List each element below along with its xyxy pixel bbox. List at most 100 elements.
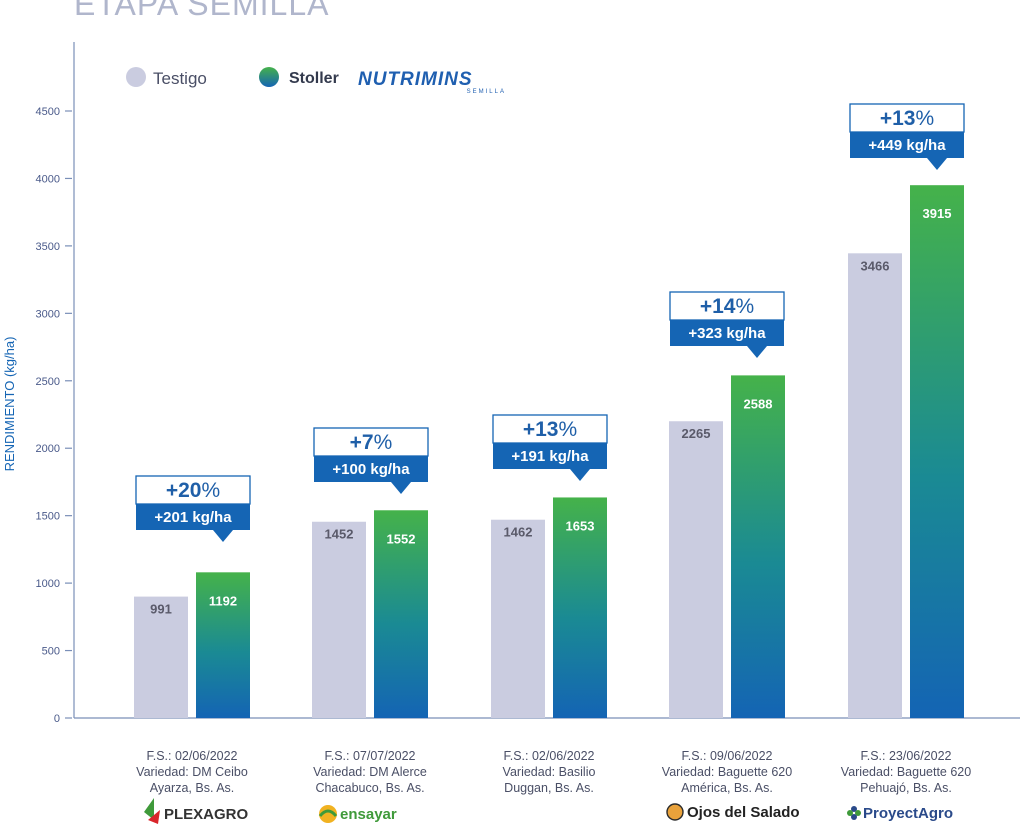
y-axis-title: RENDIMIENTO (kg/ha) [2,337,17,472]
bar-testigo [491,519,545,718]
annotation-callout: +7% +100 kg/ha [313,427,429,494]
annotation-percent-value: +13 [880,107,916,130]
page-title: ETAPA SEMILLA [74,0,330,22]
annotation-kg: +201 kg/ha [154,509,232,526]
bar-testigo [312,521,366,718]
proyectagro-flower-icon [851,814,857,820]
category-label-line: Duggan, Bs. As. [504,781,594,795]
annotation-pointer [570,469,590,481]
annotation-percent: +13% [523,418,577,441]
annotation-kg: +449 kg/ha [868,137,946,154]
category-logo: Ojos del Salado [666,803,800,821]
y-tick-label: 4000 [36,173,60,185]
bar-treated-value: 1552 [387,531,416,546]
bar-testigo-value: 1452 [325,527,354,542]
legend-treated-logo: NUTRIMINS [358,69,473,90]
y-tick-label: 2000 [36,443,60,455]
bar-testigo [669,421,723,718]
y-tick-label: 1000 [36,578,60,590]
category-label-line: F.S.: 09/06/2022 [681,749,772,763]
plexagro-leaf-red-icon [148,810,160,824]
annotation-top-box [669,291,785,321]
bar-treated-value: 1653 [566,518,595,533]
bar-treated [374,510,428,718]
category-label-line: F.S.: 02/06/2022 [503,749,594,763]
bar-treated-value: 3915 [923,206,952,221]
y-tick-label: 3500 [36,241,60,253]
y-tick-label: 500 [42,646,60,658]
annotation-kg: +323 kg/ha [688,325,766,342]
annotation-callout: +14% +323 kg/ha [669,291,785,358]
bar-treated [731,375,785,718]
category-label-line: Variedad: Basilio [503,765,596,779]
annotation-bottom-box [670,320,784,346]
annotation-percent-sign: % [201,479,220,502]
annotation-callout: +20% +201 kg/ha [135,475,251,542]
y-tick-label: 4500 [36,106,60,118]
bar-treated-value: 2588 [744,396,773,411]
annotations: +20% +201 kg/ha +7% +100 kg/ha +13% +191 kg/h… [135,103,965,542]
category-logo: PLEXAGRO [144,798,249,824]
y-tick-label: 3000 [36,308,60,320]
category-label-line: F.S.: 02/06/2022 [146,749,237,763]
annotation-callout: +13% +191 kg/ha [492,414,608,481]
legend-testigo-label: Testigo [153,69,207,88]
ensayar-sun-icon [319,805,337,823]
category-label-line: América, Bs. As. [681,781,773,795]
annotation-percent-value: +14 [700,295,736,318]
axes: 0 500 1000 1500 2000 2500 3000 3500 4000 4500 REND… [2,42,1020,725]
annotation-percent-sign: % [735,295,754,318]
y-tick-label: 1500 [36,511,60,523]
annotation-top-box [135,475,251,505]
category-label-line: Variedad: DM Alerce [313,765,427,779]
bar-testigo-value: 2265 [682,426,711,441]
bar-treated [910,185,964,718]
category-logo-text: ProyectAgro [863,805,953,822]
category-label: F.S.: 02/06/2022 Variedad: DM Ceibo Ayarza… [136,749,249,824]
legend-treated-logo-sub: SEMILLA [467,89,506,95]
proyectagro-flower-icon [851,806,857,812]
category-label-line: Variedad: Baguette 620 [841,765,971,779]
category-label: F.S.: 09/06/2022 Variedad: Baguette 620 Am… [662,749,800,821]
annotation-pointer [213,530,233,542]
category-label-line: Ayarza, Bs. As. [150,781,235,795]
annotation-percent: +20% [166,479,220,502]
category-label-line: Chacabuco, Bs. As. [315,781,424,795]
bar-treated [196,572,250,718]
bars: 991 1192 1452 1552 1462 1653 2265 2588 3466 3915 [134,185,964,718]
annotation-percent-value: +20 [166,479,202,502]
annotation-percent: +13% [880,107,934,130]
annotation-percent-value: +13 [523,418,559,441]
annotation-percent-sign: % [915,107,934,130]
legend-treated-brand: Stoller [289,70,339,87]
annotation-bottom-box [314,456,428,482]
category-logo-text: Ojos del Salado [687,804,800,821]
ojos-del-salado-icon [666,803,684,821]
annotation-bottom-box [493,443,607,469]
ensayar-leaf-icon [318,809,338,817]
annotation-pointer [747,346,767,358]
proyectagro-flower-icon [855,810,861,816]
bar-testigo [848,253,902,718]
y-tick-label: 2500 [36,376,60,388]
category-logo-text: PLEXAGRO [164,806,249,823]
annotation-percent-sign: % [374,431,393,454]
annotation-pointer [927,158,947,170]
category-label-line: Variedad: DM Ceibo [136,765,248,779]
proyectagro-flower-icon [847,810,853,816]
y-tick-label: 0 [54,713,60,725]
category-labels: F.S.: 02/06/2022 Variedad: DM Ceibo Ayarza… [136,749,971,824]
bar-testigo-value: 3466 [861,258,890,273]
category-label-line: Variedad: Baguette 620 [662,765,792,779]
plexagro-leaf-icon [144,798,154,820]
category-logo-text: ensayar [340,806,397,823]
category-label-line: Pehuajó, Bs. As. [860,781,952,795]
bar-treated-value: 1192 [209,593,237,608]
category-label: F.S.: 23/06/2022 Variedad: Baguette 620 Pe… [841,749,971,822]
annotation-bottom-box [850,132,964,158]
category-logo: ProyectAgro [847,805,953,822]
bar-treated [553,497,607,718]
annotation-kg: +100 kg/ha [332,461,410,478]
category-label-line: F.S.: 07/07/2022 [324,749,415,763]
